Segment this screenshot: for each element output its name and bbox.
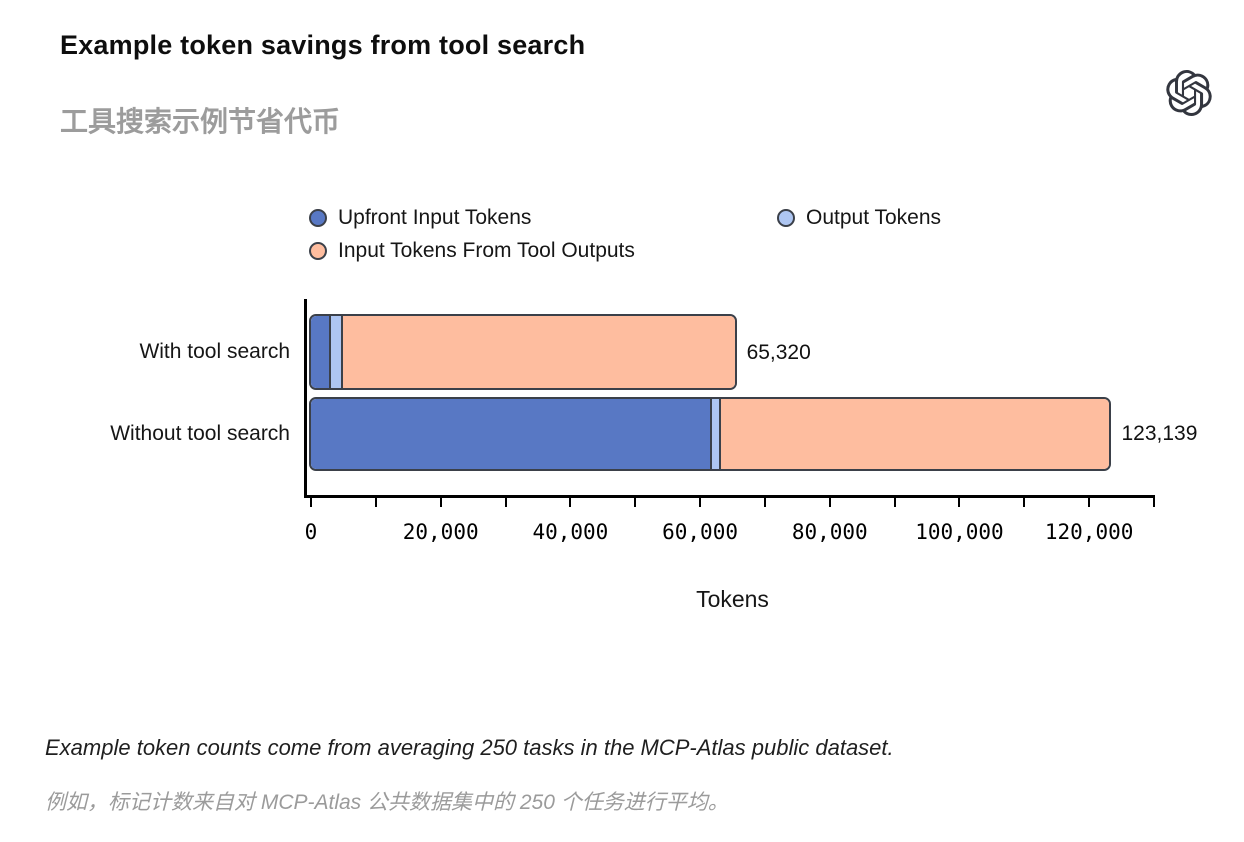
x-tick: [569, 498, 572, 507]
x-tick-label: 0: [304, 520, 318, 544]
x-tick-label: 80,000: [791, 520, 868, 544]
x-tick: [504, 498, 507, 507]
x-tick: [634, 498, 637, 507]
legend-marker-tool-outputs-icon: [309, 242, 327, 260]
x-tick-label: 60,000: [662, 520, 738, 544]
segment-upfront-input-tokens: [311, 399, 710, 469]
legend-item-tool-output-tokens: Input Tokens From Tool Outputs: [309, 239, 635, 263]
bar-without-tool-search: [309, 397, 1112, 471]
x-tick: [958, 498, 961, 507]
segment-input-tokens-from-tool-outputs: [343, 316, 735, 388]
segment-input-tokens-from-tool-outputs: [720, 399, 1110, 469]
footnote-chinese: 例如，标记计数来自对 MCP-Atlas 公共数据集中的 250 个任务进行平均…: [45, 791, 729, 814]
bar-with-tool-search: [309, 314, 737, 390]
openai-logo-icon: [1166, 70, 1212, 117]
x-axis-line: [304, 495, 1155, 498]
x-tick: [893, 498, 896, 507]
x-tick: [1088, 498, 1091, 507]
legend-label: Output Tokens: [806, 206, 942, 229]
x-tick: [1023, 498, 1026, 507]
segment-output-tokens: [709, 399, 721, 469]
x-tick: [763, 498, 766, 507]
x-tick: [699, 498, 702, 507]
value-label-with-tool-search: 65,320: [746, 341, 811, 364]
x-axis-title: Tokens: [696, 586, 769, 612]
page-title: Example token savings from tool search: [60, 30, 586, 60]
legend-item-output-tokens: Output Tokens: [777, 206, 941, 230]
segment-output-tokens: [328, 316, 344, 388]
y-axis-line: [304, 299, 307, 498]
x-tick-label: 40,000: [532, 520, 609, 544]
legend-item-upfront-input-tokens: Upfront Input Tokens: [309, 206, 531, 230]
x-tick: [828, 498, 831, 507]
x-tick-label: 20,000: [402, 520, 479, 544]
segment-upfront-input-tokens: [311, 316, 329, 388]
x-tick-label: 100,000: [915, 520, 1004, 544]
x-tick: [374, 498, 377, 507]
legend-label: Input Tokens From Tool Outputs: [338, 239, 635, 262]
x-tick: [439, 498, 442, 507]
x-tick: [1153, 498, 1155, 507]
legend-label: Upfront Input Tokens: [338, 206, 532, 229]
x-tick: [310, 498, 312, 507]
page-subtitle-zh: 工具搜索示例节省代币: [60, 106, 341, 137]
x-tick-label: 120,000: [1044, 520, 1134, 544]
footnote-english: Example token counts come from averaging…: [45, 735, 894, 760]
value-label-without-tool-search: 123,139: [1121, 422, 1198, 445]
category-label-without-tool-search: Without tool search: [110, 422, 290, 445]
category-label-with-tool-search: With tool search: [139, 340, 290, 363]
legend-marker-output-icon: [777, 209, 795, 227]
legend-marker-upfront-icon: [309, 209, 327, 227]
